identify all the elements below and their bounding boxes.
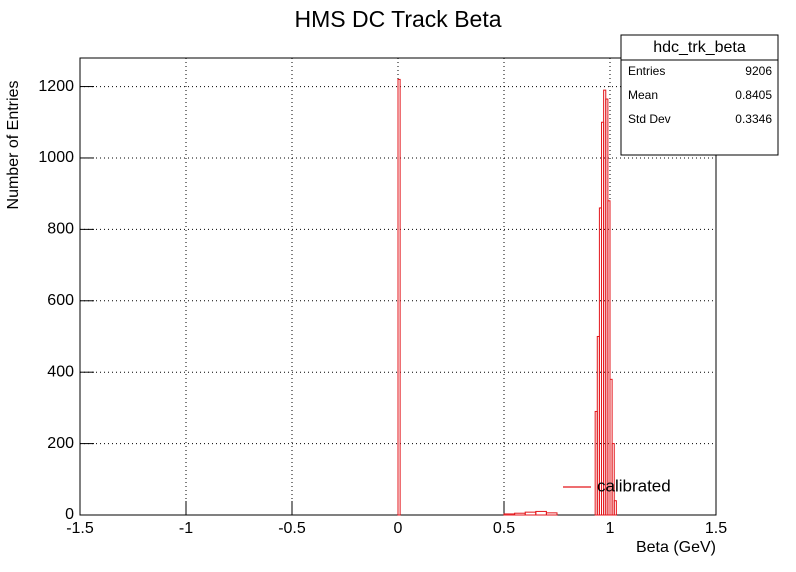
stats-value: 9206 — [745, 64, 772, 78]
y-tick-label: 1000 — [38, 149, 74, 166]
histogram-bar — [535, 510, 547, 516]
y-tick-label: 400 — [47, 363, 74, 380]
x-axis-label: Beta (GeV) — [636, 539, 716, 556]
x-tick-label: 0 — [394, 520, 403, 537]
histogram-bar — [613, 500, 617, 516]
y-axis-label: Number of Entries — [5, 81, 22, 210]
histogram-bar — [524, 511, 537, 516]
y-tick-label: 0 — [65, 506, 74, 523]
stats-value: 0.8405 — [735, 88, 772, 102]
x-tick-label: -1 — [179, 520, 193, 537]
x-tick-label: 1.5 — [705, 520, 727, 537]
x-tick-label: 0.5 — [493, 520, 515, 537]
chart-title: HMS DC Track Beta — [294, 6, 501, 32]
stats-title: hdc_trk_beta — [653, 39, 746, 56]
legend-label: calibrated — [597, 476, 671, 495]
histogram-bar — [397, 78, 401, 516]
x-tick-label: -1.5 — [66, 520, 94, 537]
x-tick-label: 1 — [606, 520, 615, 537]
stats-label: Std Dev — [628, 112, 671, 126]
histogram-bar — [514, 512, 526, 516]
histogram-bar — [611, 443, 615, 516]
stats-box — [620, 34, 779, 156]
y-tick-label: 200 — [47, 435, 74, 452]
histogram-bar — [503, 513, 516, 516]
stats-label: Mean — [628, 88, 658, 102]
x-tick-label: -0.5 — [278, 520, 306, 537]
y-tick-label: 800 — [47, 221, 74, 238]
y-tick-label: 1200 — [38, 78, 74, 95]
histogram-bar — [545, 512, 558, 516]
y-tick-label: 600 — [47, 292, 74, 309]
histogram-bar — [607, 200, 611, 516]
stats-label: Entries — [628, 64, 665, 78]
stats-value: 0.3346 — [735, 112, 772, 126]
